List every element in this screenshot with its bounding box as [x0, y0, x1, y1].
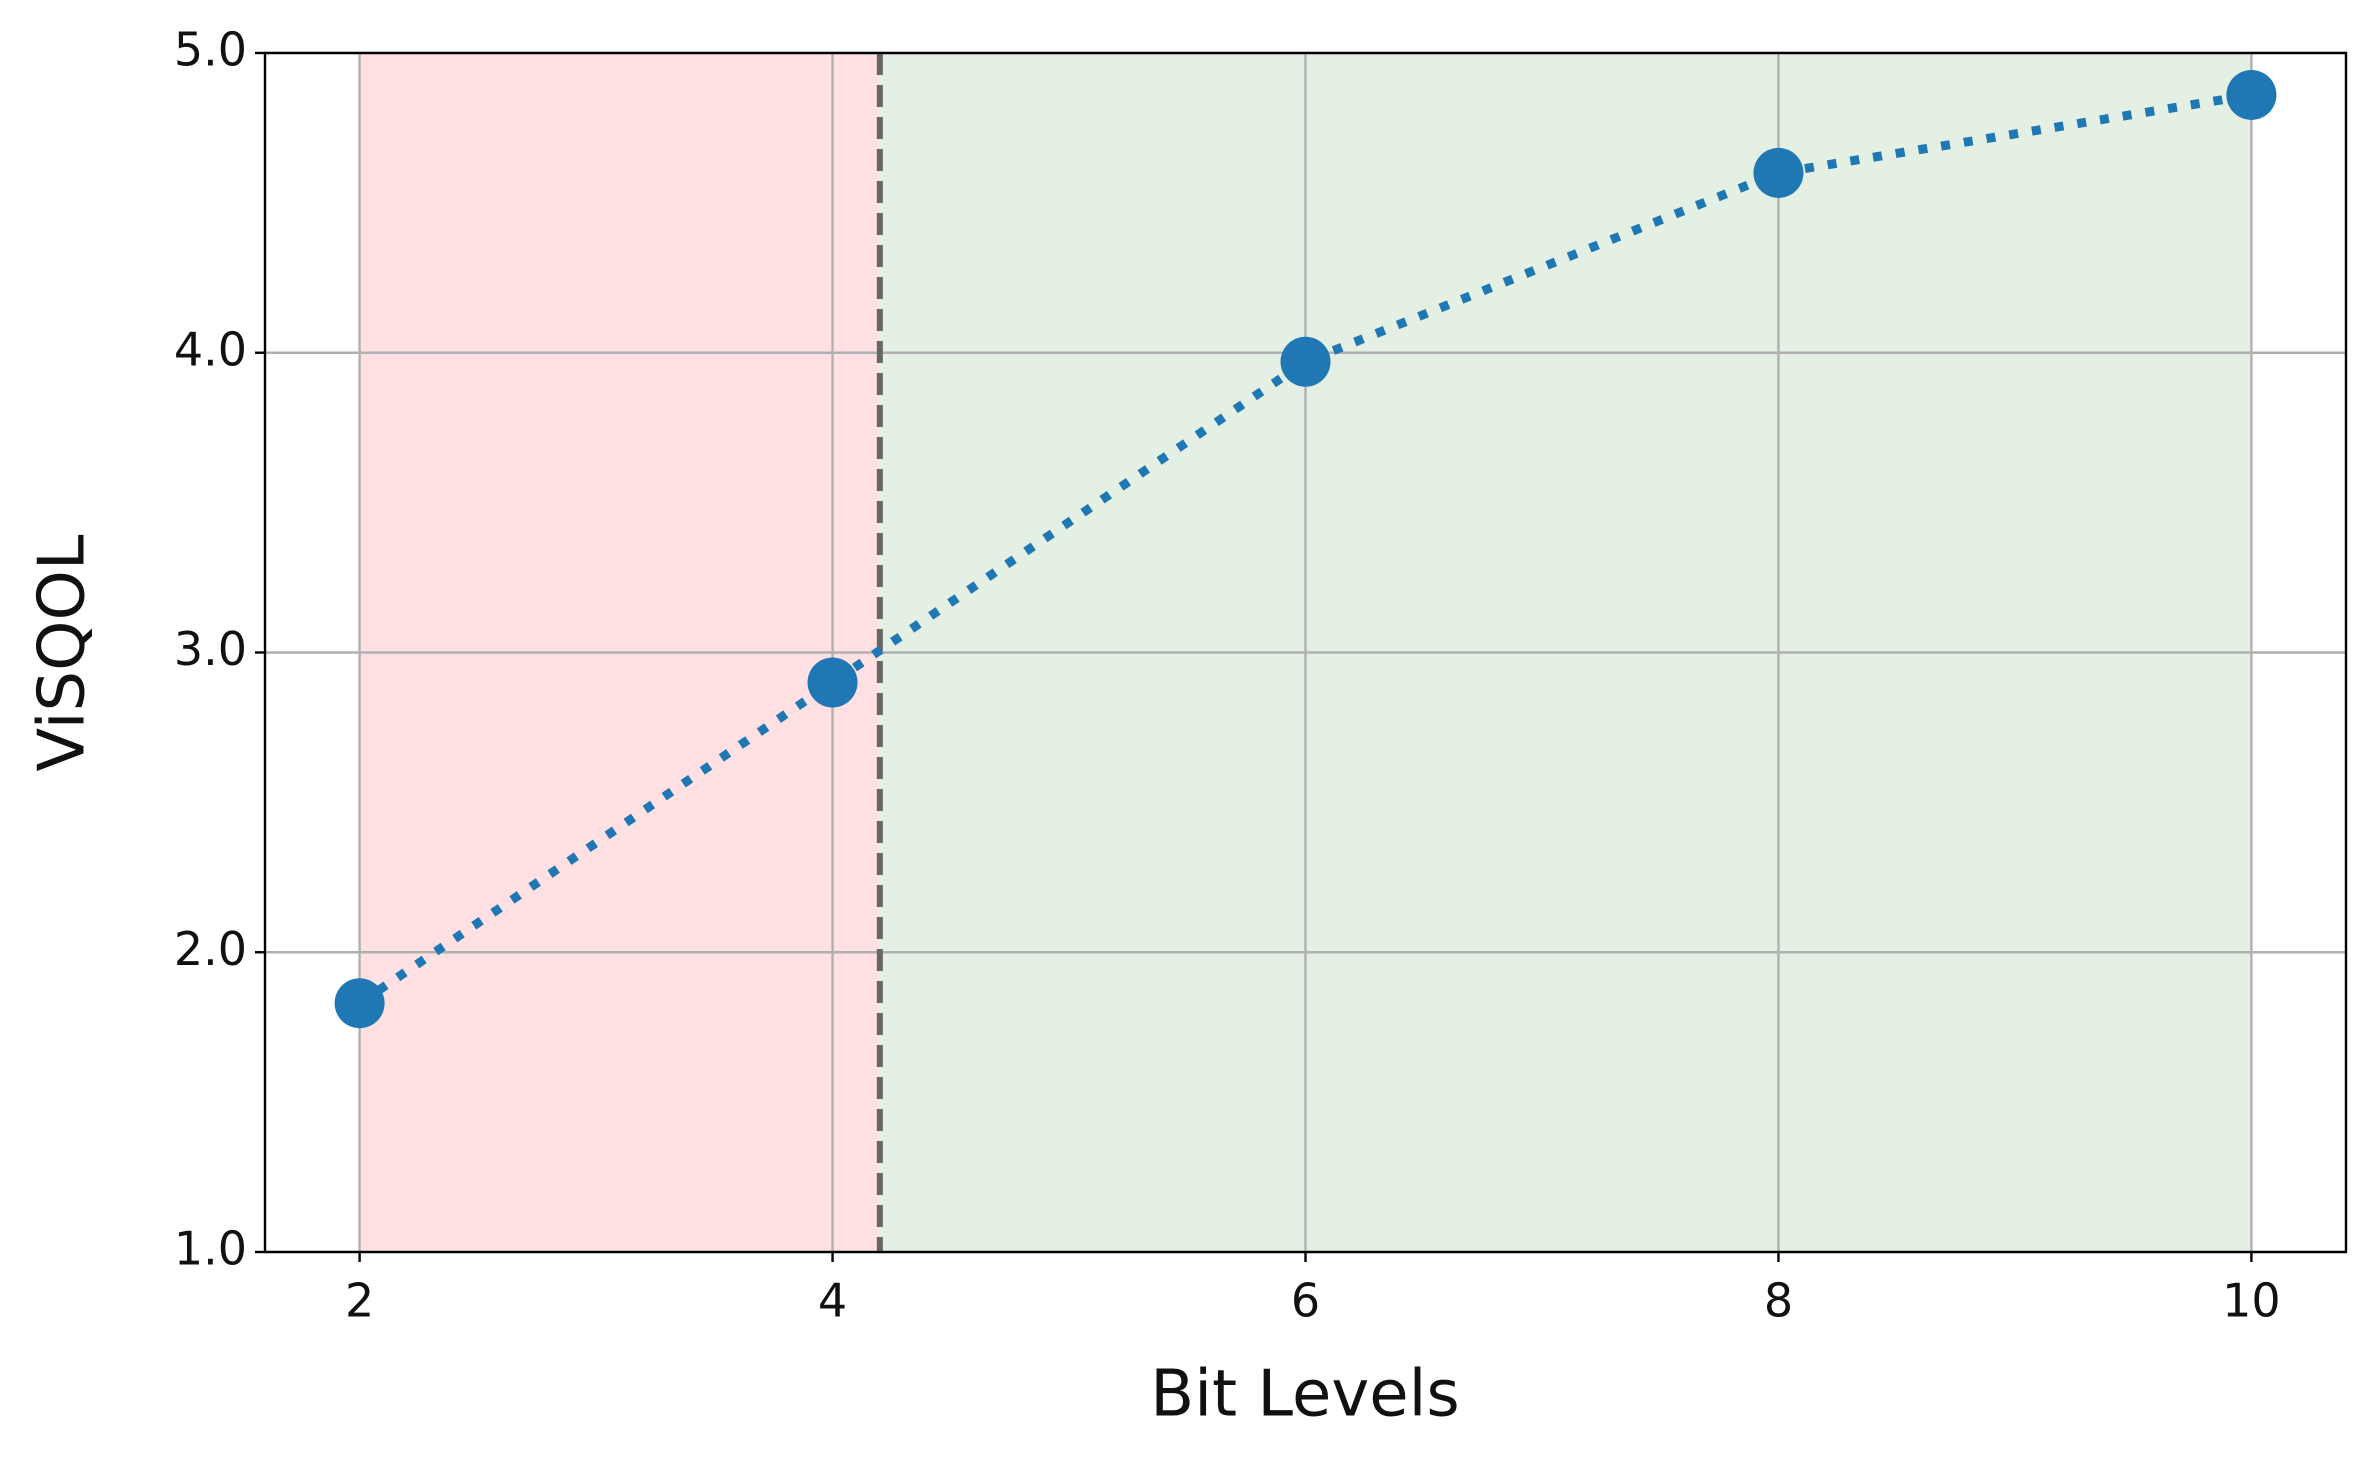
x-tick-label: 10 — [2222, 1274, 2281, 1328]
data-point — [334, 978, 385, 1029]
data-point — [1753, 147, 1804, 198]
y-tick-label: 5.0 — [174, 23, 247, 77]
data-point — [1280, 336, 1331, 387]
x-axis-label: Bit Levels — [1150, 1358, 1459, 1432]
y-tick-label: 1.0 — [174, 1222, 247, 1276]
y-tick-label: 2.0 — [174, 922, 247, 976]
x-tick-label: 8 — [1764, 1274, 1793, 1328]
x-tick-label: 2 — [345, 1274, 374, 1328]
y-tick-label: 4.0 — [174, 322, 247, 376]
plot-frame — [263, 51, 2348, 1254]
data-point — [2226, 69, 2277, 120]
x-tick-label: 4 — [818, 1274, 847, 1328]
y-tick-label: 3.0 — [174, 622, 247, 676]
y-axis-label: ViSQOL — [26, 534, 100, 772]
x-tick-label: 6 — [1291, 1274, 1320, 1328]
data-point — [807, 657, 858, 708]
